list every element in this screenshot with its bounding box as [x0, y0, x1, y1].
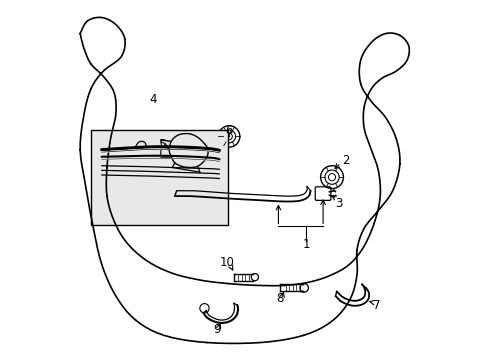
Text: 9: 9 — [212, 323, 220, 336]
Text: 6: 6 — [224, 124, 232, 137]
Text: 5: 5 — [158, 139, 165, 152]
Bar — [91, 130, 228, 225]
Text: 7: 7 — [372, 299, 380, 312]
Text: 4: 4 — [149, 93, 157, 106]
Text: 2: 2 — [342, 154, 349, 167]
Text: 8: 8 — [275, 292, 283, 305]
Text: 3: 3 — [335, 197, 342, 210]
Text: 1: 1 — [302, 238, 309, 251]
Text: 10: 10 — [220, 256, 234, 269]
